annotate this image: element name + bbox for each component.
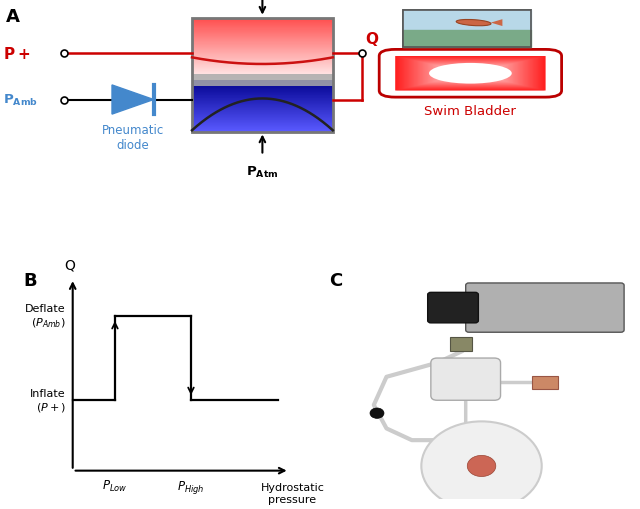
FancyBboxPatch shape bbox=[396, 57, 545, 91]
Text: Inflate
($P+$): Inflate ($P+$) bbox=[30, 388, 66, 413]
FancyBboxPatch shape bbox=[428, 64, 513, 84]
FancyBboxPatch shape bbox=[453, 70, 488, 78]
FancyBboxPatch shape bbox=[417, 62, 524, 87]
FancyBboxPatch shape bbox=[448, 69, 493, 79]
Polygon shape bbox=[112, 86, 154, 115]
FancyBboxPatch shape bbox=[410, 61, 531, 88]
FancyBboxPatch shape bbox=[414, 61, 527, 87]
Circle shape bbox=[467, 456, 496, 476]
FancyBboxPatch shape bbox=[430, 65, 511, 83]
FancyBboxPatch shape bbox=[424, 64, 516, 84]
Polygon shape bbox=[192, 75, 333, 87]
FancyBboxPatch shape bbox=[454, 70, 486, 78]
FancyBboxPatch shape bbox=[532, 376, 557, 389]
FancyBboxPatch shape bbox=[460, 72, 481, 76]
FancyBboxPatch shape bbox=[412, 61, 529, 88]
FancyBboxPatch shape bbox=[420, 63, 520, 86]
FancyBboxPatch shape bbox=[463, 72, 478, 76]
Text: $\mathbf{P+}$: $\mathbf{P+}$ bbox=[3, 46, 31, 62]
FancyBboxPatch shape bbox=[431, 65, 509, 83]
FancyBboxPatch shape bbox=[440, 67, 500, 81]
Text: A: A bbox=[6, 8, 20, 26]
FancyBboxPatch shape bbox=[438, 67, 503, 81]
Text: Pneumatic
diode: Pneumatic diode bbox=[102, 124, 164, 152]
FancyBboxPatch shape bbox=[413, 61, 528, 88]
FancyBboxPatch shape bbox=[452, 70, 489, 78]
FancyBboxPatch shape bbox=[399, 58, 542, 91]
FancyBboxPatch shape bbox=[456, 71, 486, 77]
FancyBboxPatch shape bbox=[408, 60, 533, 89]
FancyBboxPatch shape bbox=[433, 66, 508, 82]
FancyBboxPatch shape bbox=[403, 59, 538, 90]
FancyBboxPatch shape bbox=[429, 65, 512, 83]
FancyBboxPatch shape bbox=[426, 64, 515, 84]
FancyBboxPatch shape bbox=[436, 66, 504, 82]
FancyBboxPatch shape bbox=[403, 11, 531, 48]
Circle shape bbox=[370, 408, 384, 418]
Circle shape bbox=[421, 421, 541, 509]
Ellipse shape bbox=[429, 64, 512, 84]
Text: Q: Q bbox=[65, 258, 76, 272]
FancyBboxPatch shape bbox=[451, 70, 490, 79]
FancyBboxPatch shape bbox=[450, 337, 472, 351]
FancyBboxPatch shape bbox=[435, 66, 506, 82]
FancyBboxPatch shape bbox=[409, 60, 532, 88]
FancyBboxPatch shape bbox=[434, 66, 507, 82]
Polygon shape bbox=[491, 20, 502, 27]
FancyBboxPatch shape bbox=[428, 293, 478, 323]
FancyBboxPatch shape bbox=[464, 73, 477, 75]
FancyBboxPatch shape bbox=[444, 68, 497, 80]
FancyBboxPatch shape bbox=[395, 57, 545, 91]
FancyBboxPatch shape bbox=[397, 58, 543, 91]
Text: C: C bbox=[330, 272, 343, 290]
FancyBboxPatch shape bbox=[467, 73, 474, 75]
FancyBboxPatch shape bbox=[458, 71, 483, 77]
FancyBboxPatch shape bbox=[449, 69, 492, 79]
Text: $P_{High}$: $P_{High}$ bbox=[177, 478, 205, 495]
FancyBboxPatch shape bbox=[418, 62, 523, 86]
FancyBboxPatch shape bbox=[405, 59, 536, 89]
Text: $\mathbf{P}_{\mathbf{Amb}}$: $\mathbf{P}_{\mathbf{Amb}}$ bbox=[3, 93, 38, 108]
Ellipse shape bbox=[456, 20, 491, 26]
FancyBboxPatch shape bbox=[447, 69, 494, 79]
FancyBboxPatch shape bbox=[468, 73, 473, 75]
FancyBboxPatch shape bbox=[465, 73, 476, 75]
FancyBboxPatch shape bbox=[425, 64, 516, 84]
Text: $\mathbf{Q}$: $\mathbf{Q}$ bbox=[365, 30, 379, 48]
Text: B: B bbox=[24, 272, 37, 290]
FancyBboxPatch shape bbox=[459, 72, 482, 77]
Text: Deflate
($P_{Amb}$): Deflate ($P_{Amb}$) bbox=[25, 303, 66, 329]
Text: $P_{Low}$: $P_{Low}$ bbox=[102, 478, 127, 493]
FancyBboxPatch shape bbox=[419, 63, 522, 86]
Text: Hydrostatic
pressure
($P_H$): Hydrostatic pressure ($P_H$) bbox=[260, 483, 324, 509]
FancyBboxPatch shape bbox=[423, 63, 518, 85]
FancyBboxPatch shape bbox=[442, 68, 499, 81]
FancyBboxPatch shape bbox=[439, 67, 502, 81]
FancyBboxPatch shape bbox=[461, 72, 479, 76]
FancyBboxPatch shape bbox=[404, 59, 537, 89]
FancyBboxPatch shape bbox=[406, 60, 534, 89]
FancyBboxPatch shape bbox=[443, 68, 498, 80]
FancyBboxPatch shape bbox=[466, 284, 624, 332]
FancyBboxPatch shape bbox=[445, 68, 495, 80]
FancyBboxPatch shape bbox=[431, 358, 500, 401]
FancyBboxPatch shape bbox=[401, 59, 540, 90]
Text: Swim Bladder: Swim Bladder bbox=[424, 104, 516, 118]
FancyBboxPatch shape bbox=[456, 71, 484, 77]
FancyBboxPatch shape bbox=[400, 58, 541, 90]
Text: $\mathbf{P}_{\mathbf{Atm}}$: $\mathbf{P}_{\mathbf{Atm}}$ bbox=[246, 164, 278, 179]
FancyBboxPatch shape bbox=[415, 62, 525, 87]
FancyBboxPatch shape bbox=[422, 63, 519, 86]
